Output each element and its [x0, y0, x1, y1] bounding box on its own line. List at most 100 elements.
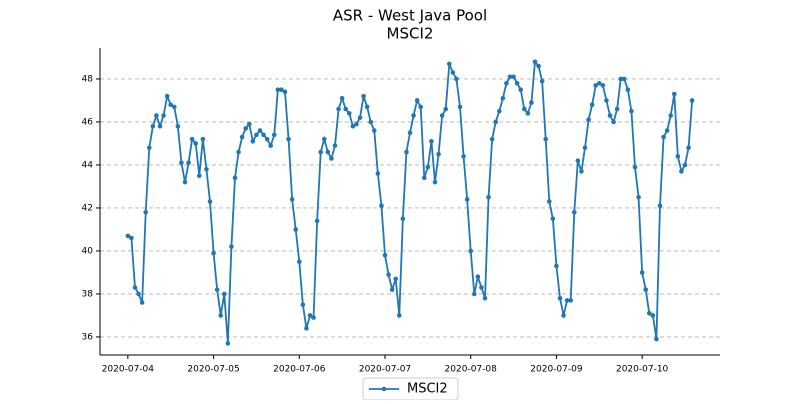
point [343, 106, 349, 112]
x-tick-label: 2020-07-05 [187, 365, 239, 375]
point [382, 252, 388, 258]
point [225, 341, 231, 346]
line [127, 59, 694, 344]
point [207, 199, 213, 204]
point [132, 285, 138, 290]
point [218, 313, 224, 318]
point [304, 326, 309, 331]
y-tick-label: 46 [82, 117, 94, 127]
point [604, 98, 609, 103]
y-tick-label: 38 [82, 289, 94, 299]
x-tick-label: 2020-07-06 [273, 365, 326, 375]
point [318, 149, 324, 155]
point [686, 145, 691, 151]
point [554, 263, 559, 269]
point [393, 276, 399, 282]
point [414, 98, 420, 103]
point [486, 194, 491, 200]
point [368, 119, 374, 125]
point [561, 313, 566, 318]
point [157, 123, 163, 129]
point [461, 154, 466, 159]
point [239, 134, 245, 140]
point [568, 298, 574, 303]
point [421, 175, 427, 181]
point [525, 111, 531, 116]
point [250, 139, 256, 144]
point [521, 106, 527, 112]
point [364, 104, 370, 110]
series [125, 59, 695, 346]
point [450, 70, 456, 75]
point [507, 74, 513, 80]
point [214, 287, 220, 292]
point [550, 216, 556, 221]
point [571, 209, 577, 215]
point [379, 203, 384, 209]
point [289, 197, 295, 202]
point [279, 87, 284, 93]
point [632, 164, 638, 170]
x-tick-label: 2020-07-04 [102, 365, 155, 375]
chart-subtitle: MSCI2 [387, 25, 434, 43]
point [404, 149, 409, 155]
point [675, 154, 681, 159]
point [407, 130, 413, 136]
point [564, 298, 570, 303]
point [543, 136, 549, 142]
point [643, 287, 649, 292]
y-tick-label: 48 [82, 74, 94, 84]
point [668, 113, 674, 118]
point [457, 104, 463, 110]
point [189, 136, 195, 142]
point [454, 76, 459, 82]
point [150, 123, 156, 129]
point [179, 160, 184, 166]
point [418, 104, 424, 110]
point [371, 128, 377, 133]
point [593, 83, 599, 88]
point [468, 248, 474, 254]
point [257, 128, 263, 133]
point [321, 136, 327, 142]
point [443, 106, 449, 112]
point [639, 270, 645, 275]
point [411, 113, 416, 118]
point [329, 156, 334, 161]
point [614, 106, 620, 112]
point [396, 313, 402, 318]
point [657, 203, 663, 209]
point [539, 78, 545, 84]
point [600, 83, 606, 88]
point [489, 136, 495, 142]
x-tick-label: 2020-07-07 [359, 365, 411, 375]
point [500, 96, 506, 101]
point [171, 104, 177, 110]
point [471, 291, 477, 297]
point [625, 87, 631, 93]
point [482, 295, 488, 301]
point [300, 302, 306, 307]
point [575, 158, 581, 163]
point [175, 123, 181, 129]
point [146, 145, 152, 151]
point [182, 179, 188, 185]
point [636, 194, 641, 200]
point [689, 98, 695, 103]
point [350, 123, 356, 129]
point [586, 117, 591, 123]
point [679, 169, 684, 174]
point [386, 272, 391, 277]
point [271, 132, 277, 138]
point [229, 244, 234, 249]
x-tick-label: 2020-07-09 [530, 365, 583, 375]
point [529, 100, 534, 105]
legend-label: MSCI2 [407, 382, 448, 397]
point [646, 310, 652, 316]
point [354, 121, 359, 127]
point [518, 87, 524, 93]
point [246, 121, 252, 127]
point [325, 149, 331, 155]
point [129, 235, 134, 241]
point [429, 139, 434, 144]
